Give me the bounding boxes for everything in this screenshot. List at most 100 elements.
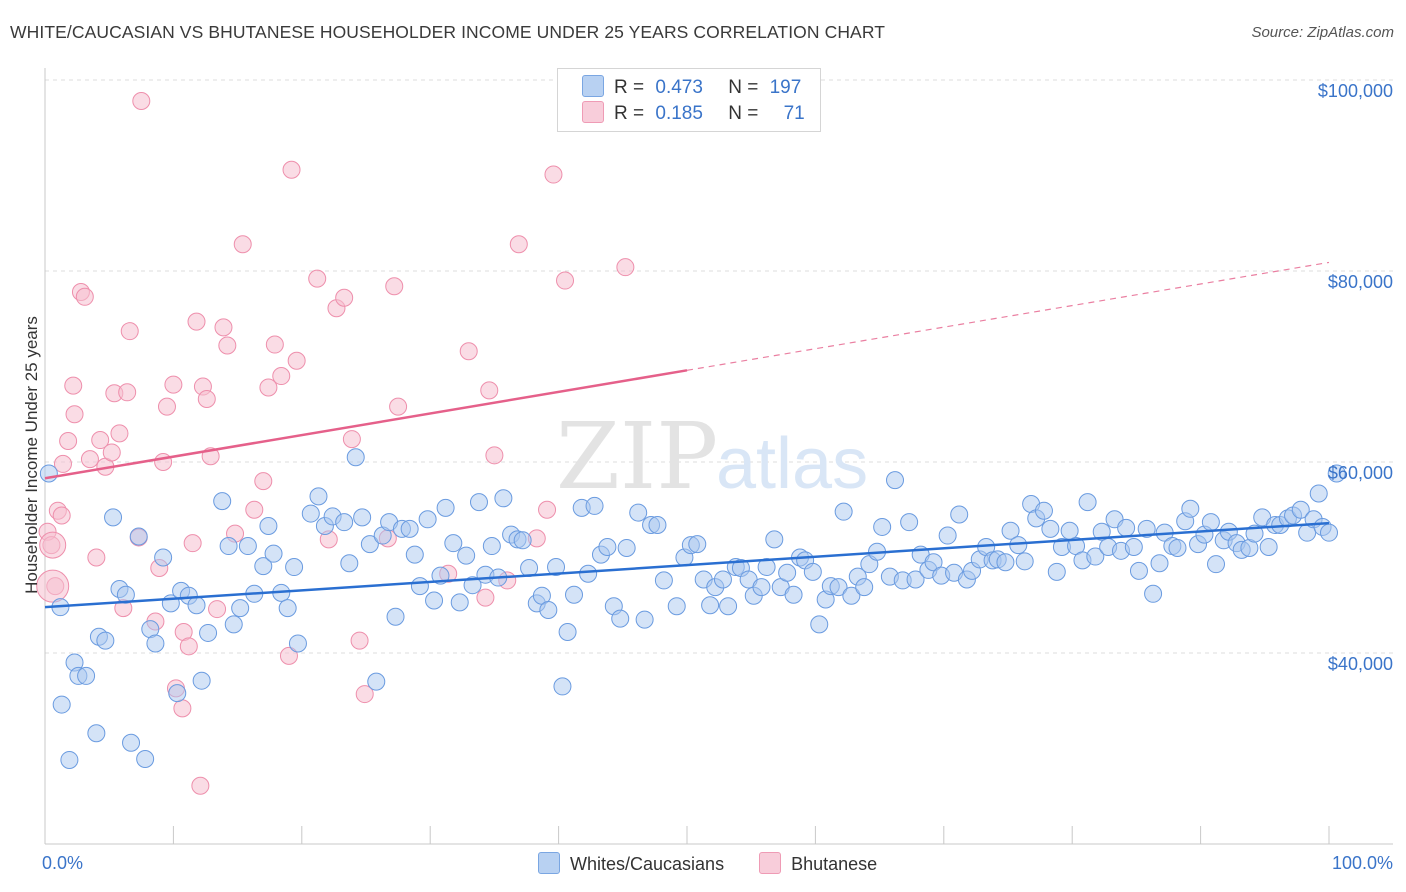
data-point-bhutanese	[52, 506, 71, 525]
stats-legend: R = 0.473 N = 197 R = 0.185 N = 71	[557, 68, 821, 132]
legend-label-bhutanese: Bhutanese	[791, 854, 878, 874]
data-point-whites	[1041, 519, 1060, 538]
legend-r-value: 0.473	[655, 77, 703, 98]
data-point-bhutanese	[39, 531, 67, 559]
data-point-bhutanese	[355, 685, 374, 704]
data-point-bhutanese	[164, 375, 183, 394]
data-point-whites	[410, 577, 429, 596]
data-point-whites	[463, 576, 482, 595]
data-point-bhutanese	[36, 569, 70, 603]
data-point-bhutanese	[279, 646, 298, 665]
legend-row-whites: R = 0.473 N = 197	[582, 75, 801, 101]
y-tick-label: $60,000	[1328, 463, 1393, 483]
legend-item-bhutanese[interactable]: Bhutanese	[759, 852, 877, 875]
data-point-whites	[457, 546, 476, 565]
data-point-bhutanese	[389, 397, 408, 416]
data-point-whites	[39, 464, 58, 483]
data-point-whites	[886, 471, 905, 490]
data-point-bhutanese	[287, 351, 306, 370]
data-point-whites	[154, 548, 173, 567]
data-point-bhutanese	[616, 258, 635, 277]
data-point-bhutanese	[218, 336, 237, 355]
data-point-bhutanese	[350, 631, 369, 650]
data-point-whites	[688, 535, 707, 554]
legend-swatch-pink	[759, 852, 782, 874]
data-point-whites	[719, 597, 738, 616]
data-point-whites	[213, 492, 232, 511]
data-point-whites	[469, 493, 488, 512]
data-point-whites	[1320, 523, 1338, 542]
data-point-whites	[842, 586, 861, 605]
data-point-whites	[482, 537, 501, 556]
series-whites	[39, 448, 1346, 769]
data-point-whites	[701, 596, 720, 615]
x-tick-label: 0.0%	[42, 853, 83, 873]
series-legend: Whites/Caucasians Bhutanese	[538, 852, 907, 875]
data-point-whites	[1144, 584, 1163, 603]
trend-lines	[44, 261, 1330, 609]
data-point-whites	[346, 448, 365, 467]
x-tick-label: 100.0%	[1332, 853, 1393, 873]
data-point-bhutanese	[91, 431, 110, 450]
data-point-whites	[996, 553, 1015, 572]
legend-n-value: 197	[769, 77, 802, 98]
legend-item-whites[interactable]: Whites/Caucasians	[538, 852, 724, 875]
legend-swatch-blue	[582, 75, 604, 97]
data-point-whites	[77, 666, 96, 685]
data-point-bhutanese	[335, 288, 354, 307]
data-point-bhutanese	[65, 405, 84, 424]
data-point-whites	[122, 733, 141, 752]
data-point-bhutanese	[308, 269, 327, 288]
data-point-bhutanese	[87, 548, 106, 567]
data-point-whites	[87, 724, 106, 743]
data-point-whites	[360, 535, 379, 554]
data-point-whites	[803, 562, 822, 581]
data-point-whites	[558, 622, 577, 641]
data-point-whites	[873, 517, 892, 536]
data-point-whites	[219, 537, 238, 556]
data-point-whites	[1168, 538, 1187, 557]
data-point-whites	[405, 545, 424, 564]
series-bhutanese	[36, 92, 635, 795]
data-point-whites	[168, 684, 187, 703]
data-point-bhutanese	[544, 165, 563, 184]
data-point-whites	[386, 607, 405, 626]
data-point-bhutanese	[385, 277, 404, 296]
data-point-bhutanese	[197, 389, 216, 408]
data-point-whites	[199, 623, 218, 642]
data-point-whites	[585, 496, 604, 515]
data-point-whites	[367, 672, 386, 691]
data-point-bhutanese	[102, 443, 121, 462]
legend-swatch-pink	[582, 101, 604, 123]
data-point-whites	[667, 597, 686, 616]
data-point-whites	[855, 578, 874, 597]
data-point-whites	[1181, 499, 1200, 518]
watermark: ZIP atlas	[556, 403, 868, 510]
legend-n-label: N =	[728, 77, 759, 98]
data-point-whites	[1129, 561, 1148, 580]
data-point-whites	[146, 634, 165, 653]
data-point-bhutanese	[120, 322, 139, 341]
watermark-atlas: atlas	[716, 424, 868, 504]
data-point-bhutanese	[59, 431, 78, 450]
data-point-whites	[1078, 493, 1097, 512]
data-point-whites	[598, 537, 617, 556]
data-point-bhutanese	[459, 342, 478, 361]
data-point-bhutanese	[179, 637, 198, 656]
data-point-bhutanese	[183, 534, 202, 553]
data-point-whites	[309, 487, 328, 506]
data-point-whites	[611, 609, 630, 628]
data-point-whites	[301, 504, 320, 523]
data-point-bhutanese	[214, 318, 233, 337]
data-point-whites	[810, 615, 829, 634]
data-point-bhutanese	[485, 446, 504, 465]
data-point-whites	[565, 585, 584, 604]
data-point-bhutanese	[110, 424, 129, 443]
x-tick-labels: 0.0% 100.0%	[42, 853, 1393, 873]
data-point-whites	[553, 677, 572, 696]
trend-line-whites	[44, 521, 1330, 609]
y-tick-label: $100,000	[1318, 81, 1393, 101]
data-point-whites	[104, 508, 123, 527]
data-point-whites	[579, 564, 598, 583]
data-point-bhutanese	[64, 376, 83, 395]
